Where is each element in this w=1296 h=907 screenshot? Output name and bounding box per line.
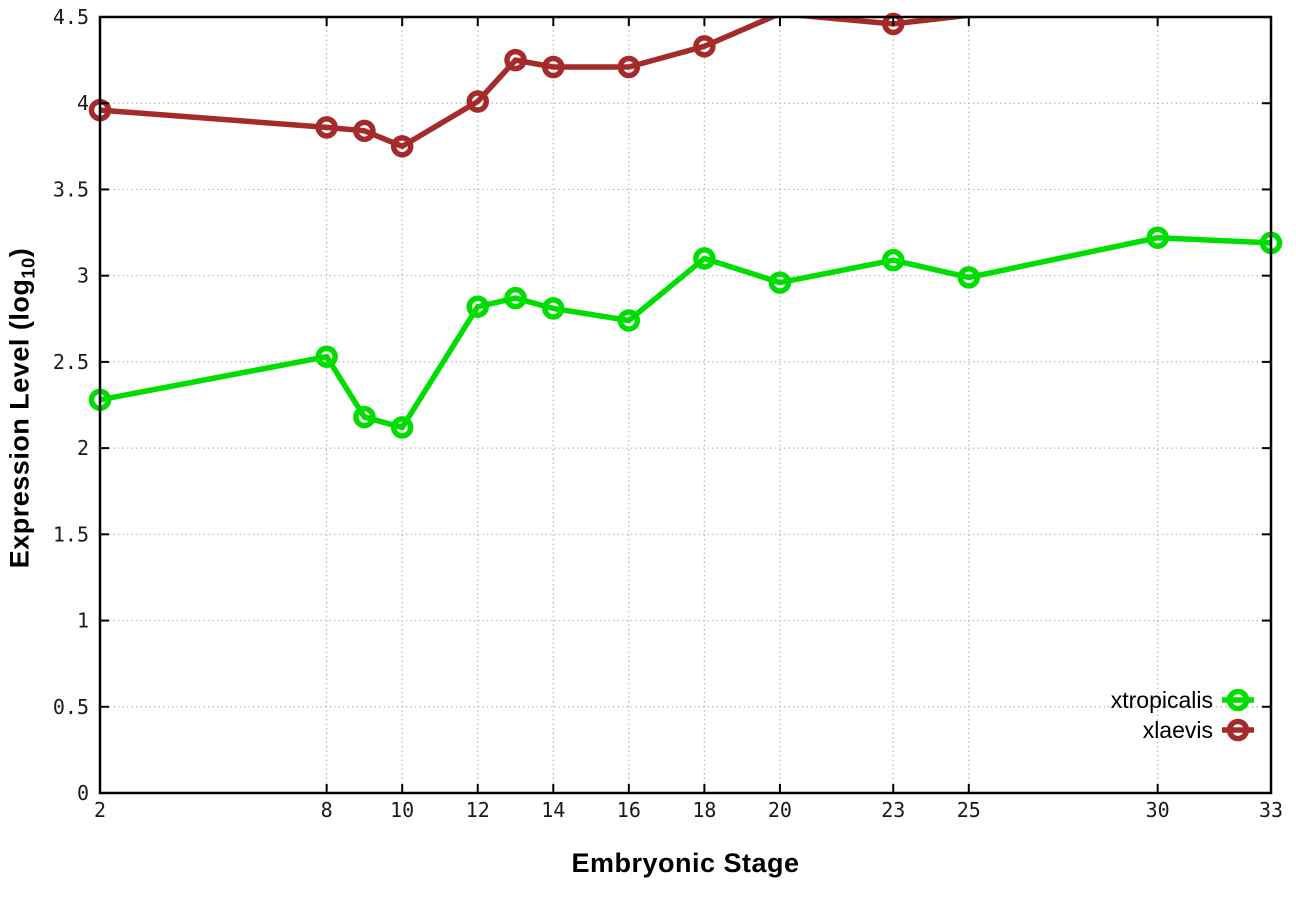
data-point-xlaevis-stage-23 <box>882 12 905 36</box>
x-tick-label: 10 <box>390 798 414 822</box>
data-point-xlaevis-stage-14 <box>542 55 565 79</box>
tick-marks <box>99 16 1272 794</box>
y-tick-label: 2.5 <box>53 350 89 374</box>
data-point-xtropicalis-stage-9 <box>353 405 376 429</box>
legend-entry-xtropicalis: xtropicalis <box>1111 687 1254 713</box>
x-tick-label: 8 <box>321 798 333 822</box>
x-tick-label: 30 <box>1146 798 1170 822</box>
data-point-xlaevis-stage-9 <box>353 119 376 143</box>
data-point-xlaevis-stage-18 <box>693 35 716 58</box>
x-tick-label: 25 <box>957 798 981 822</box>
data-point-xtropicalis-stage-23 <box>882 248 905 272</box>
x-tick-label: 12 <box>466 798 490 822</box>
data-point-xtropicalis-stage-20 <box>768 271 792 294</box>
data-point-xlaevis-stage-16 <box>617 55 641 79</box>
x-tick-label: 2 <box>94 798 106 822</box>
y-tick-label: 0.5 <box>53 695 89 719</box>
legend: xtropicalis xlaevis <box>1111 687 1254 743</box>
data-point-xtropicalis-stage-18 <box>693 247 716 270</box>
legend-label-xlaevis: xlaevis <box>1143 717 1213 743</box>
plot-border <box>98 15 1273 795</box>
tick-labels: 2 8 10 12 14 16 18 20 23 25 30 33 0 0.5 1 1.5 2 2.5 3 3.5 4 4… <box>53 5 1283 822</box>
data-point-xtropicalis-stage-14 <box>542 297 565 320</box>
legend-entry-xlaevis: xlaevis <box>1143 717 1254 743</box>
data-point-xtropicalis-stage-12 <box>466 295 489 318</box>
y-tick-label: 1 <box>77 609 89 633</box>
y-axis-title: Expression Level (log10) <box>4 248 39 569</box>
y-axis-title-subscript: 10 <box>17 257 39 279</box>
y-tick-label: 4 <box>77 91 89 115</box>
y-tick-label: 0 <box>77 781 89 805</box>
data-point-xlaevis-stage-13 <box>504 48 527 72</box>
data-point-xlaevis-stage-10 <box>390 135 414 158</box>
data-point-xtropicalis-stage-16 <box>617 309 641 332</box>
data-point-xlaevis-stage-12 <box>466 90 489 113</box>
x-tick-label: 23 <box>881 798 905 822</box>
y-tick-label: 2 <box>77 436 89 460</box>
data-point-xtropicalis-stage-25 <box>957 266 981 289</box>
x-axis-title: Embryonic Stage <box>571 848 800 878</box>
series-line-xtropicalis <box>100 234 1271 431</box>
x-tick-label: 14 <box>541 798 565 822</box>
series-xtropicalis <box>88 226 1283 439</box>
y-tick-label: 3.5 <box>53 177 89 201</box>
legend-marker-xtropicalis <box>1226 688 1250 712</box>
data-point-xtropicalis-stage-8 <box>315 345 338 368</box>
data-point-xlaevis-stage-8 <box>315 116 338 139</box>
y-axis-title-suffix: ) <box>4 247 35 258</box>
data-point-xtropicalis-stage-10 <box>390 416 414 439</box>
data-point-xtropicalis-stage-30 <box>1146 226 1169 249</box>
x-tick-label: 20 <box>768 798 792 822</box>
data-point-xtropicalis-stage-13 <box>504 286 527 310</box>
y-tick-label: 1.5 <box>53 522 89 546</box>
grid <box>99 16 1272 794</box>
y-tick-label: 3 <box>77 264 89 288</box>
legend-label-xtropicalis: xtropicalis <box>1111 687 1213 713</box>
series-xlaevis <box>88 12 970 158</box>
y-axis-title-text: Expression Level (log <box>4 278 35 569</box>
series-line-xlaevis <box>100 17 970 150</box>
legend-marker-xlaevis <box>1226 718 1250 742</box>
x-tick-label: 33 <box>1259 798 1283 822</box>
x-tick-label: 16 <box>617 798 641 822</box>
y-tick-label: 4.5 <box>53 5 89 29</box>
x-tick-label: 18 <box>692 798 716 822</box>
